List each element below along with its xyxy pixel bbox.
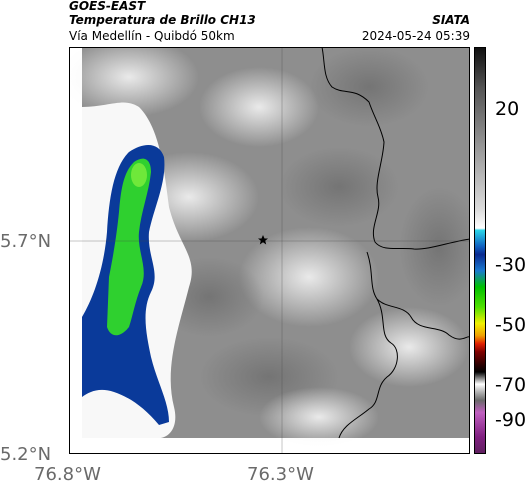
organization-label: SIATA [432, 13, 470, 27]
satellite-name: GOES-EAST [69, 0, 146, 13]
longitude-tick: 76.8°W [34, 464, 101, 485]
colorbar-tick: -30 [495, 254, 526, 276]
region-subtitle: Vía Medellín - Quibdó 50km [69, 29, 235, 43]
latitude-tick: 5.2°N [0, 444, 52, 465]
colorbar-tick: -50 [495, 314, 526, 336]
longitude-tick: 76.3°W [247, 464, 314, 485]
latitude-tick: 5.7°N [0, 231, 52, 252]
star-icon[interactable] [258, 235, 268, 245]
boundary-lines [321, 47, 470, 439]
colorbar-tick: 20 [495, 98, 520, 120]
colorbar [474, 47, 486, 454]
product-title: Temperatura de Brillo CH13 [69, 13, 256, 27]
cloud-core-green [107, 158, 151, 336]
colorbar-tick: -90 [495, 409, 526, 431]
colorbar-tick: -70 [495, 374, 526, 396]
satellite-map[interactable] [69, 47, 470, 454]
timestamp: 2024-05-24 05:39 [361, 29, 470, 43]
cloud-texture [69, 47, 470, 447]
